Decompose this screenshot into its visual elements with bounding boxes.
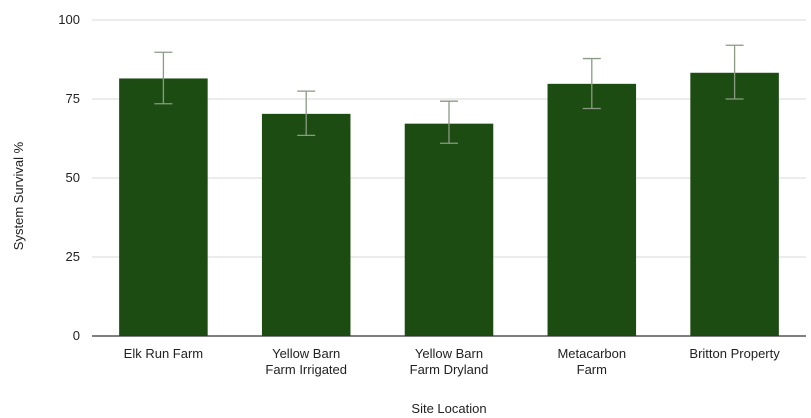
y-tick-label: 75 bbox=[66, 91, 80, 106]
y-tick-label: 25 bbox=[66, 249, 80, 264]
bar bbox=[119, 78, 208, 337]
y-tick-label: 0 bbox=[73, 328, 80, 343]
error-bars bbox=[154, 44, 744, 144]
x-tick-label: Yellow Barn bbox=[272, 346, 340, 361]
y-axis-title: System Survival % bbox=[11, 141, 26, 250]
bar bbox=[404, 123, 494, 336]
y-tick-label: 100 bbox=[58, 12, 80, 27]
bars bbox=[119, 72, 779, 337]
x-tick-label: Elk Run Farm bbox=[124, 346, 203, 361]
bar bbox=[261, 113, 351, 337]
y-tick-label: 50 bbox=[66, 170, 80, 185]
x-tick-label: Britton Property bbox=[689, 346, 780, 361]
x-tick-label: Yellow Barn bbox=[415, 346, 483, 361]
bar bbox=[547, 83, 637, 336]
x-tick-label: Farm Dryland bbox=[410, 362, 489, 377]
x-axis-title: Site Location bbox=[411, 401, 486, 416]
x-tick-label: Farm bbox=[577, 362, 607, 377]
bar bbox=[690, 72, 779, 336]
y-tick-labels: 0 25 50 75 100 bbox=[58, 12, 80, 343]
x-tick-label: Metacarbon bbox=[557, 346, 626, 361]
x-tick-label: Farm Irrigated bbox=[265, 362, 347, 377]
